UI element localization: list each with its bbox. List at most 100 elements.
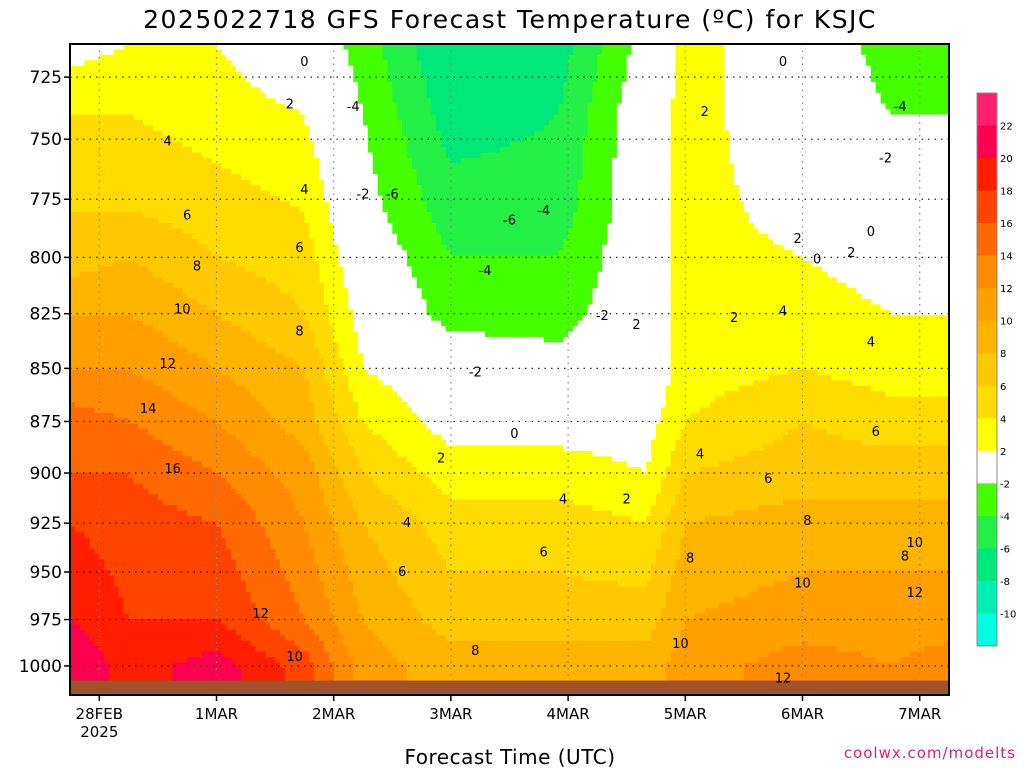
heat-cell — [172, 76, 179, 83]
heat-cell — [143, 163, 149, 170]
heat-cell — [157, 532, 164, 539]
heat-cell — [143, 60, 149, 67]
heat-cell — [104, 185, 110, 192]
heat-cell — [182, 358, 188, 365]
heat-cell — [192, 190, 198, 197]
heat-cell — [206, 385, 213, 392]
heat-cell — [211, 358, 218, 365]
heat-cell — [221, 396, 227, 403]
heat-cell — [240, 494, 247, 501]
heat-cell — [94, 575, 100, 582]
heat-cell — [94, 54, 100, 61]
heat-cell — [157, 347, 164, 354]
heat-cell — [221, 326, 227, 333]
heat-cell — [172, 532, 179, 539]
heat-cell — [104, 575, 110, 582]
heat-cell — [260, 646, 266, 653]
heat-cell — [221, 163, 227, 170]
heat-cell — [162, 434, 169, 441]
heat-cell — [94, 429, 100, 436]
heat-cell — [192, 515, 198, 522]
heat-cell — [206, 239, 213, 246]
heat-cell — [99, 570, 105, 577]
heat-cell — [89, 103, 96, 110]
heat-cell — [153, 385, 159, 392]
heat-cell — [143, 206, 149, 213]
heat-cell — [123, 130, 130, 137]
heat-cell — [79, 87, 86, 94]
heat-cell — [236, 472, 242, 479]
heat-cell — [226, 543, 232, 550]
heat-cell — [172, 570, 179, 577]
heat-cell — [123, 619, 130, 626]
heat-cell — [109, 81, 115, 88]
heat-cell — [240, 130, 247, 137]
heat-cell — [172, 65, 179, 72]
heat-cell — [70, 228, 76, 235]
heat-cell — [133, 309, 139, 316]
heat-cell — [255, 472, 262, 479]
heat-cell — [99, 304, 105, 311]
heat-cell — [260, 147, 266, 154]
heat-cell — [221, 119, 227, 126]
heat-cell — [89, 429, 96, 436]
heat-cell — [231, 157, 237, 164]
heat-cell — [99, 60, 105, 67]
heat-cell — [216, 60, 222, 67]
heat-cell — [157, 76, 164, 83]
heat-cell — [167, 136, 174, 143]
heat-cell — [148, 412, 154, 419]
heat-cell — [109, 54, 115, 61]
heat-cell — [118, 54, 125, 61]
heat-cell — [167, 114, 174, 121]
heat-cell — [236, 277, 242, 284]
heat-cell — [133, 179, 139, 186]
heat-cell — [177, 54, 183, 61]
heat-cell — [128, 65, 135, 72]
heat-cell — [167, 602, 174, 609]
heat-cell — [177, 326, 183, 333]
heat-cell — [113, 92, 120, 99]
heat-cell — [226, 570, 232, 577]
heat-cell — [128, 125, 135, 132]
heat-cell — [94, 619, 100, 626]
heat-cell — [221, 228, 227, 235]
heat-cell — [177, 92, 183, 99]
heat-cell — [113, 309, 120, 316]
heat-cell — [74, 147, 81, 154]
heat-cell — [201, 651, 208, 658]
heat-cell — [84, 391, 91, 398]
heat-cell — [148, 320, 154, 327]
heat-cell — [260, 103, 266, 110]
heat-cell — [148, 174, 154, 181]
heat-cell — [177, 467, 183, 474]
heat-cell — [99, 640, 105, 647]
heat-cell — [245, 109, 252, 116]
heat-cell — [221, 505, 227, 512]
heat-cell — [226, 201, 232, 208]
heat-cell — [265, 326, 271, 333]
heat-cell — [182, 114, 188, 121]
heat-cell — [74, 450, 81, 457]
heat-cell — [221, 147, 227, 154]
heat-cell — [79, 629, 86, 636]
heat-cell — [84, 163, 91, 170]
heat-cell — [148, 309, 154, 316]
heat-cell — [70, 391, 76, 398]
heat-cell — [113, 336, 120, 343]
heat-cell — [162, 76, 169, 83]
heat-cell — [162, 266, 169, 273]
heat-cell — [182, 472, 188, 479]
heat-cell — [240, 195, 247, 202]
heat-cell — [182, 103, 188, 110]
heat-cell — [226, 499, 232, 506]
heat-cell — [177, 87, 183, 94]
heat-cell — [216, 380, 222, 387]
heat-cell — [192, 342, 198, 349]
heat-cell — [99, 472, 105, 479]
heat-cell — [260, 472, 266, 479]
heat-cell — [201, 602, 208, 609]
heat-cell — [211, 130, 218, 137]
heat-cell — [255, 662, 262, 669]
heat-cell — [148, 505, 154, 512]
